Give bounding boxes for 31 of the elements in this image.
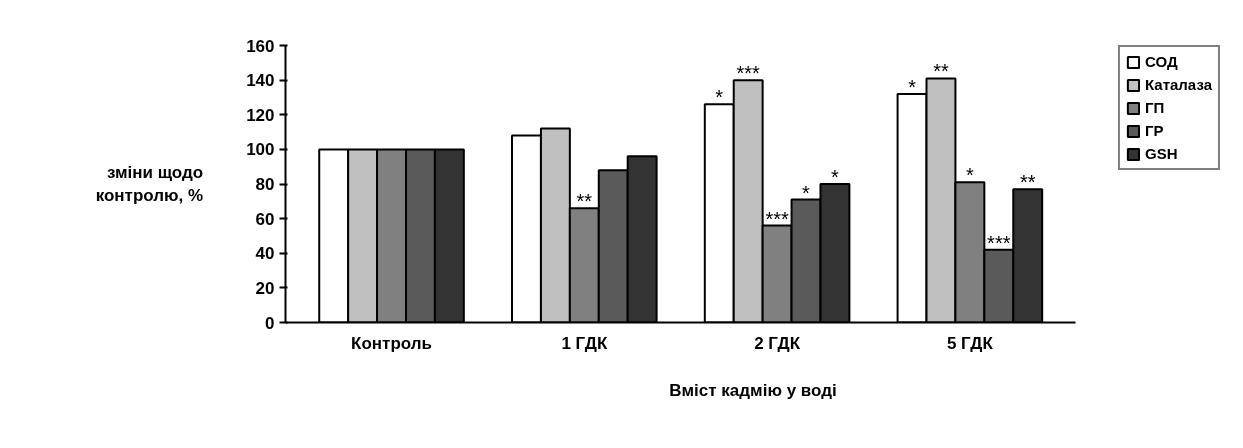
y-tick-label: 40 bbox=[255, 244, 275, 264]
data-label: * bbox=[802, 181, 811, 204]
data-label: *** bbox=[987, 231, 1011, 254]
data-label: ** bbox=[1019, 171, 1036, 194]
y-tick-label: 120 bbox=[246, 105, 275, 125]
data-label: * bbox=[908, 75, 917, 98]
legend-label: ГР bbox=[1144, 122, 1165, 139]
legend-label: СОД bbox=[1144, 53, 1178, 70]
y-tick-label: 60 bbox=[255, 209, 275, 229]
legend-label: GSH bbox=[1144, 145, 1178, 162]
x-tick-label: Контроль bbox=[351, 333, 433, 353]
data-label: ** bbox=[933, 60, 949, 83]
y-axis-title: зміни щодо контролю, % bbox=[95, 163, 204, 205]
x-tick-label: 1 ГДК bbox=[561, 333, 608, 353]
data-label: *** bbox=[736, 62, 761, 85]
x-tick-label: 2 ГДК bbox=[754, 333, 801, 353]
y-tick-label: 160 bbox=[246, 36, 275, 56]
y-tick-label: 80 bbox=[255, 175, 275, 194]
y-tick-label: 20 bbox=[255, 278, 275, 298]
data-label: * bbox=[831, 166, 840, 188]
y-tick-label: 100 bbox=[246, 140, 275, 160]
data-label: * bbox=[715, 86, 724, 109]
data-label: *** bbox=[765, 207, 789, 230]
x-tick-label: 5 ГДК bbox=[946, 333, 994, 353]
data-label: * bbox=[965, 164, 974, 187]
legend-label: Каталаза bbox=[1144, 76, 1212, 93]
legend-label: ГП bbox=[1144, 99, 1165, 116]
x-axis-title: Вміст кадмію у воді bbox=[669, 380, 837, 400]
y-tick-label: 0 bbox=[265, 313, 275, 333]
y-tick-label: 140 bbox=[246, 71, 275, 91]
data-label: ** bbox=[576, 190, 593, 213]
